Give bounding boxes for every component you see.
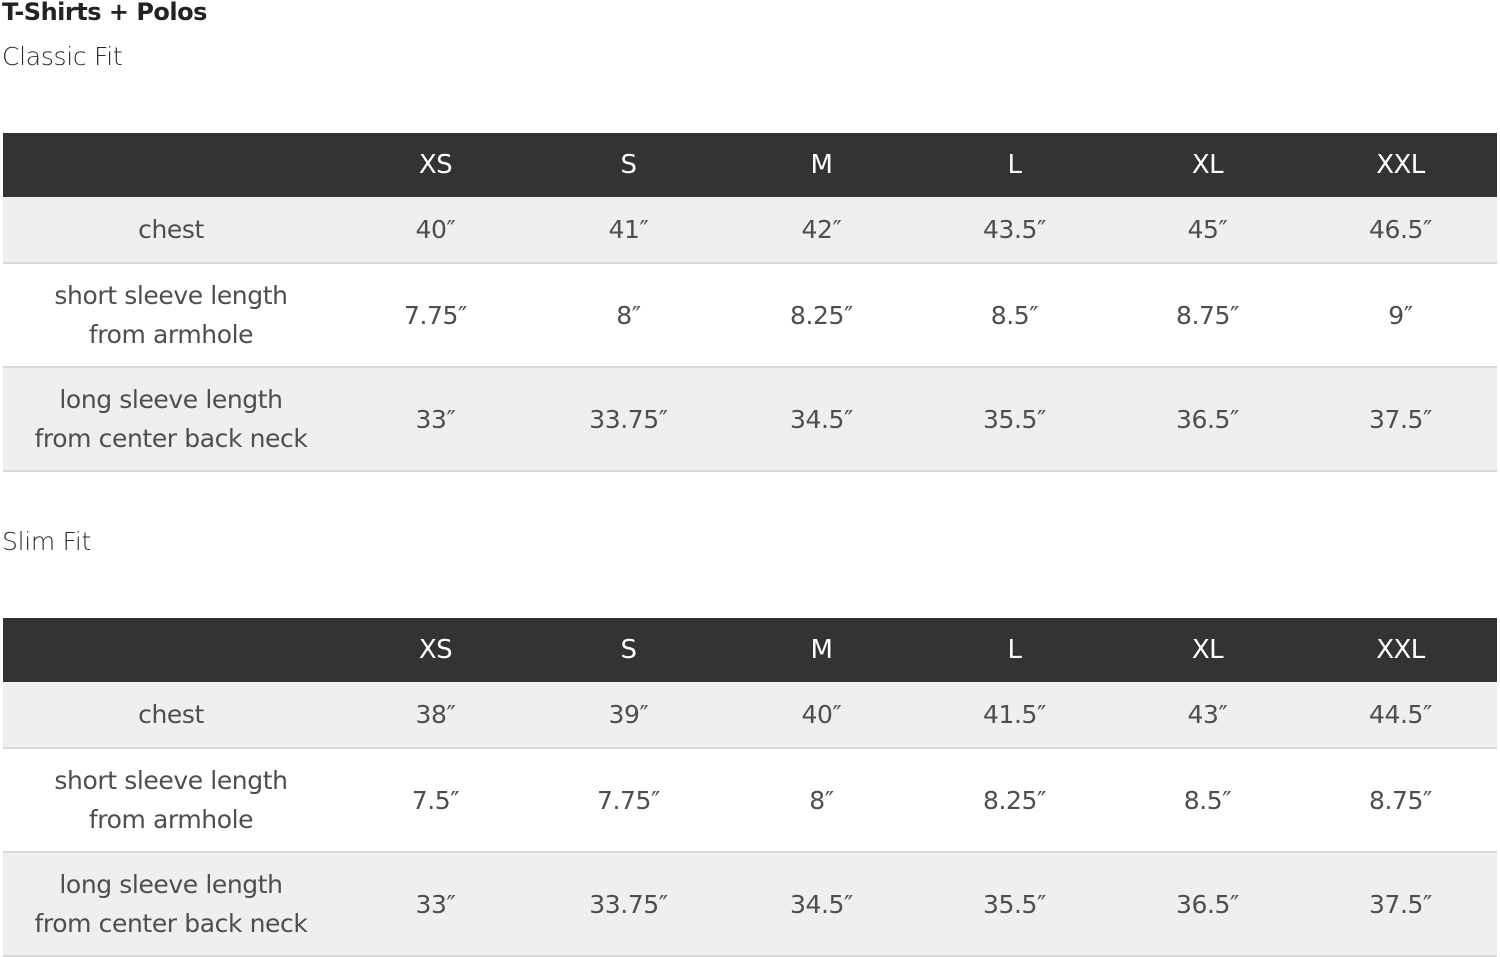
measurement-value: 43″	[1111, 682, 1304, 749]
label-line: chest	[138, 700, 204, 729]
size-header: XL	[1111, 133, 1304, 197]
size-header: XXL	[1304, 618, 1497, 682]
measurement-label: chest	[3, 682, 339, 749]
measurement-value: 45″	[1111, 197, 1304, 264]
measurement-label: long sleeve length from center back neck	[3, 367, 339, 472]
table-row: chest 38″ 39″ 40″ 41.5″ 43″ 44.5″	[3, 682, 1497, 749]
measurement-value: 36.5″	[1111, 852, 1304, 957]
measurement-value: 8.25″	[918, 748, 1111, 853]
size-header: M	[725, 618, 918, 682]
measurement-value: 33.75″	[532, 367, 725, 472]
measurement-value: 33″	[339, 852, 532, 957]
table-row: long sleeve length from center back neck 3…	[3, 852, 1497, 957]
size-header: L	[918, 618, 1111, 682]
measurement-value: 34.5″	[725, 367, 918, 472]
measurement-value: 8.75″	[1304, 748, 1497, 853]
measurement-value: 8.25″	[725, 263, 918, 368]
measurement-value: 8.5″	[1111, 748, 1304, 853]
measurement-value: 8″	[725, 748, 918, 853]
measurement-value: 41″	[532, 197, 725, 264]
page-title: T-Shirts + Polos	[2, 0, 207, 26]
measurement-value: 37.5″	[1304, 852, 1497, 957]
measurement-label: long sleeve length from center back neck	[3, 852, 339, 957]
table-row: long sleeve length from center back neck 3…	[3, 367, 1497, 472]
label-line: short sleeve length	[54, 281, 288, 310]
size-header: XXL	[1304, 133, 1497, 197]
measurement-value: 42″	[725, 197, 918, 264]
measurement-value: 46.5″	[1304, 197, 1497, 264]
table-row: chest 40″ 41″ 42″ 43.5″ 45″ 46.5″	[3, 197, 1497, 264]
measurement-value: 34.5″	[725, 852, 918, 957]
size-header: L	[918, 133, 1111, 197]
section-title-slim-fit: Slim Fit	[2, 527, 91, 556]
size-header: XS	[339, 133, 532, 197]
size-header: M	[725, 133, 918, 197]
measurement-value: 41.5″	[918, 682, 1111, 749]
table-row: short sleeve length from armhole 7.5″ 7.75″…	[3, 748, 1497, 853]
size-header: XL	[1111, 618, 1304, 682]
label-line: from center back neck	[34, 909, 308, 938]
section-title-classic-fit: Classic Fit	[2, 42, 123, 71]
measurement-value: 40″	[339, 197, 532, 264]
measurement-value: 38″	[339, 682, 532, 749]
measurement-value: 7.75″	[532, 748, 725, 853]
size-table-slim-fit: XS S M L XL XXL chest 38″ 39″ 40″ 41.5″ 43″ 44.5″ sho…	[3, 618, 1497, 957]
measurement-value: 9″	[1304, 263, 1497, 368]
label-line: long sleeve length	[59, 870, 283, 899]
measurement-value: 36.5″	[1111, 367, 1304, 472]
measurement-value: 43.5″	[918, 197, 1111, 264]
measurement-value: 7.5″	[339, 748, 532, 853]
measurement-value: 33″	[339, 367, 532, 472]
measurement-value: 35.5″	[918, 367, 1111, 472]
measurement-label: short sleeve length from armhole	[3, 748, 339, 853]
measurement-value: 33.75″	[532, 852, 725, 957]
label-line: from armhole	[88, 320, 254, 349]
measurement-value: 40″	[725, 682, 918, 749]
measurement-value: 8.75″	[1111, 263, 1304, 368]
measurement-label: chest	[3, 197, 339, 264]
measurement-value: 39″	[532, 682, 725, 749]
measurement-value: 37.5″	[1304, 367, 1497, 472]
size-header: S	[532, 133, 725, 197]
label-line: long sleeve length	[59, 385, 283, 414]
label-line: from armhole	[88, 805, 254, 834]
size-header: XS	[339, 618, 532, 682]
header-blank	[3, 618, 339, 682]
header-blank	[3, 133, 339, 197]
measurement-value: 44.5″	[1304, 682, 1497, 749]
measurement-value: 8″	[532, 263, 725, 368]
measurement-value: 7.75″	[339, 263, 532, 368]
size-table-classic-fit: XS S M L XL XXL chest 40″ 41″ 42″ 43.5″ 45″ 46.5″ sho…	[3, 133, 1497, 472]
label-line: short sleeve length	[54, 766, 288, 795]
measurement-value: 8.5″	[918, 263, 1111, 368]
label-line: from center back neck	[34, 424, 308, 453]
header-row: XS S M L XL XXL	[3, 133, 1497, 197]
size-header: S	[532, 618, 725, 682]
measurement-value: 35.5″	[918, 852, 1111, 957]
measurement-label: short sleeve length from armhole	[3, 263, 339, 368]
table-row: short sleeve length from armhole 7.75″ 8″ 8.…	[3, 263, 1497, 368]
label-line: chest	[138, 215, 204, 244]
header-row: XS S M L XL XXL	[3, 618, 1497, 682]
